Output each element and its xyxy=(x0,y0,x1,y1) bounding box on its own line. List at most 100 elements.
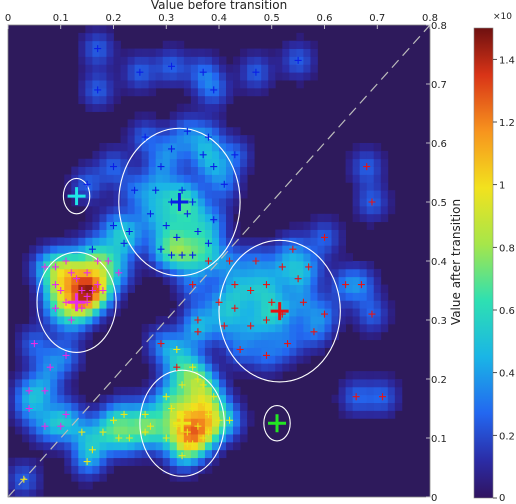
heatmap-cell xyxy=(219,339,227,348)
heatmap-cell xyxy=(15,489,23,497)
heatmap-cell xyxy=(29,331,37,341)
heatmap-cell xyxy=(43,355,51,364)
heatmap-cell xyxy=(155,386,164,396)
heatmap-cell xyxy=(92,434,100,443)
data-point xyxy=(204,257,212,265)
heatmap-cell xyxy=(268,253,276,262)
heatmap-cell xyxy=(22,363,30,372)
heatmap-cell xyxy=(85,473,93,482)
heatmap-cell xyxy=(310,308,318,317)
heatmap-cell xyxy=(233,426,241,435)
heatmap-cell xyxy=(141,268,150,278)
heatmap-cell xyxy=(211,127,220,136)
heatmap-cell xyxy=(204,64,213,73)
heatmap-cell xyxy=(219,418,227,427)
data-point xyxy=(178,186,186,194)
heatmap-cell xyxy=(296,64,304,73)
heatmap-cell xyxy=(197,253,206,262)
heatmap-cell xyxy=(310,48,318,57)
colorbar-gradient xyxy=(473,27,494,499)
heatmap-cell xyxy=(226,143,234,152)
heatmap-cell xyxy=(226,402,234,411)
heatmap-cell xyxy=(240,394,248,403)
colorbar-tick-label: 0 xyxy=(499,493,505,504)
heatmap-cell xyxy=(366,284,375,293)
heatmap-cell xyxy=(78,245,86,254)
heatmap-cell xyxy=(176,363,185,372)
heatmap-cell xyxy=(57,347,65,356)
heatmap-cell xyxy=(176,64,185,73)
heatmap-cell xyxy=(141,158,150,167)
heatmap-cell xyxy=(282,355,290,364)
heatmap-cell xyxy=(366,402,375,411)
heatmap-cell xyxy=(36,245,44,254)
heatmap-cell xyxy=(373,394,382,403)
heatmap-cell xyxy=(36,292,44,301)
heatmap-cell xyxy=(78,457,86,466)
colorbar: 00.20.40.60.811.21.4 ×10 xyxy=(473,12,515,504)
heatmap-cell xyxy=(85,261,93,270)
y-tick-label: 0.4 xyxy=(431,257,447,268)
heatmap-cell xyxy=(310,229,318,238)
heatmap-cell xyxy=(310,323,318,333)
heatmap-cell xyxy=(226,95,234,105)
heatmap-cell xyxy=(219,190,227,199)
heatmap-cell xyxy=(204,190,213,199)
heatmap-cell xyxy=(240,323,248,333)
heatmap-cell xyxy=(43,394,51,403)
heatmap-cell xyxy=(78,237,86,246)
heatmap-cell xyxy=(50,379,58,388)
heatmap-cell xyxy=(289,253,297,262)
heatmap-cell xyxy=(50,371,58,380)
heatmap-cell xyxy=(240,245,248,254)
heatmap-cell xyxy=(183,410,192,419)
heatmap-cell xyxy=(373,166,382,175)
heatmap-cell xyxy=(134,457,143,466)
heatmap-cell xyxy=(183,48,192,57)
data-point xyxy=(30,340,38,348)
heatmap-cell xyxy=(247,253,255,262)
data-point xyxy=(231,281,239,289)
heatmap-cell xyxy=(99,80,107,89)
heatmap-cell xyxy=(71,410,79,419)
heatmap-cell xyxy=(106,253,114,262)
heatmap-cell xyxy=(29,276,37,285)
data-point xyxy=(194,422,202,430)
heatmap-cell xyxy=(204,127,213,136)
data-point xyxy=(104,257,112,265)
heatmap-cell xyxy=(85,300,93,309)
heatmap-cell xyxy=(254,339,262,348)
heatmap-cell xyxy=(148,87,157,97)
heatmap-cell xyxy=(8,418,16,427)
heatmap-cell xyxy=(155,158,164,167)
heatmap-cell xyxy=(99,25,107,34)
heatmap-cell xyxy=(359,213,368,223)
heatmap-cell xyxy=(211,56,220,65)
colorbar-tick-label: 1.2 xyxy=(499,118,515,129)
heatmap-cell xyxy=(57,245,65,254)
heatmap-cell xyxy=(120,198,128,207)
heatmap-cell xyxy=(148,245,157,254)
heatmap-cell xyxy=(394,386,403,396)
heatmap-cell xyxy=(85,221,93,230)
heatmap-cell xyxy=(22,355,30,364)
heatmap-cell xyxy=(310,261,318,270)
data-point xyxy=(51,304,59,312)
heatmap-cell xyxy=(85,465,93,474)
heatmap-cell xyxy=(373,190,382,199)
heatmap-cell xyxy=(127,426,135,435)
heatmap-cell xyxy=(57,434,65,443)
heatmap-cell xyxy=(310,268,318,278)
heatmap-cell xyxy=(43,410,51,419)
heatmap-cell xyxy=(359,331,368,341)
heatmap-cell xyxy=(169,276,178,285)
heatmap-cell xyxy=(113,80,121,89)
heatmap-cell xyxy=(29,261,37,270)
heatmap-cell xyxy=(268,276,276,285)
heatmap-cell xyxy=(64,245,72,254)
heatmap-cell xyxy=(120,441,128,451)
heatmap-cell xyxy=(162,355,171,364)
heatmap-cell xyxy=(338,379,346,388)
heatmap-cell xyxy=(162,402,171,411)
